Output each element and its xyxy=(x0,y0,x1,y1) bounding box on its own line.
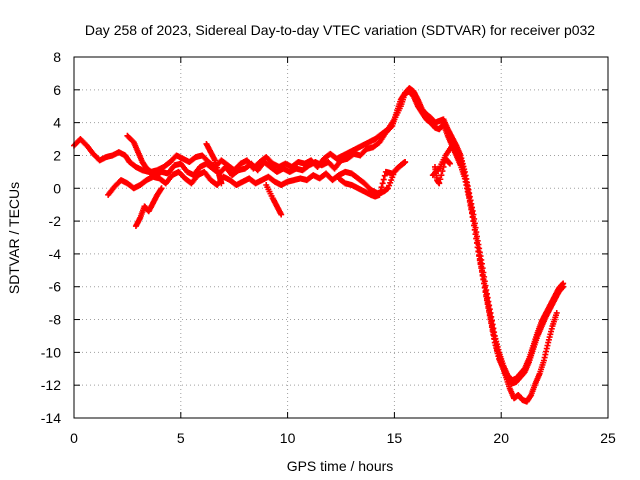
y-tick-label: -10 xyxy=(41,344,61,360)
data-point xyxy=(437,176,444,183)
y-axis-title: SDTVAR / TECUs xyxy=(6,182,22,294)
plot-frame xyxy=(73,56,609,419)
data-point xyxy=(439,168,446,175)
data-point xyxy=(553,309,560,316)
x-tick-label: 20 xyxy=(493,430,509,446)
y-tick-label: -6 xyxy=(49,279,62,295)
y-tick-label: -12 xyxy=(41,377,61,393)
y-tick-label: -4 xyxy=(49,246,62,262)
series-track-upper xyxy=(124,85,567,384)
data-point xyxy=(158,185,165,192)
data-point xyxy=(446,160,453,167)
x-tick-label: 0 xyxy=(70,430,78,446)
y-tick-label: 0 xyxy=(53,180,61,196)
data-point xyxy=(381,172,388,179)
x-tick-label: 5 xyxy=(177,430,185,446)
series-track-dips xyxy=(132,140,453,230)
series-track-lower xyxy=(105,142,560,405)
data-point xyxy=(454,148,461,155)
grid xyxy=(74,57,608,418)
data-point xyxy=(378,184,385,191)
x-tick-label: 25 xyxy=(600,430,616,446)
data-point xyxy=(218,180,225,187)
data-point xyxy=(278,211,285,218)
series-track-main xyxy=(71,88,567,387)
data-point xyxy=(401,159,408,166)
y-tick-label: -14 xyxy=(41,410,61,426)
data-point xyxy=(377,188,384,195)
y-tick-label: 8 xyxy=(53,49,61,65)
y-tick-label: 4 xyxy=(53,115,61,131)
data-point xyxy=(560,280,567,287)
chart-title: Day 258 of 2023, Sidereal Day-to-day VTE… xyxy=(85,22,595,38)
data-point xyxy=(380,176,387,183)
data-point xyxy=(436,180,443,187)
data-point xyxy=(438,172,445,179)
data-point xyxy=(402,159,409,166)
data-point xyxy=(440,163,447,170)
x-tick-label: 15 xyxy=(387,430,403,446)
axis-ticks: 0 5 10 15 20 25 -14 -12 -10 -8 -6 -4 -2 0 2 4 6 8 xyxy=(41,49,616,446)
data-points xyxy=(71,85,567,405)
x-tick-label: 10 xyxy=(280,430,296,446)
y-tick-label: 6 xyxy=(53,82,61,98)
x-axis-title: GPS time / hours xyxy=(287,458,394,474)
data-point xyxy=(379,180,386,187)
data-point xyxy=(376,191,383,198)
y-tick-label: -8 xyxy=(49,312,62,328)
y-tick-label: -2 xyxy=(49,213,62,229)
y-tick-label: 2 xyxy=(53,147,61,163)
